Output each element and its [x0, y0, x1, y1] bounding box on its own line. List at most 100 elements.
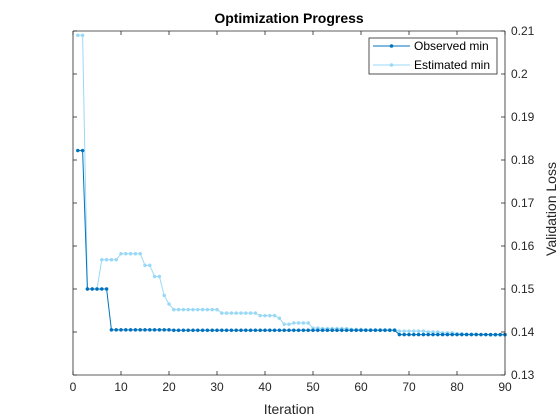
data-point-estimated-min — [234, 311, 238, 315]
data-point-estimated-min — [407, 329, 411, 333]
data-point-observed-min — [359, 328, 363, 333]
data-point-observed-min — [387, 328, 392, 333]
data-point-observed-min — [191, 328, 195, 333]
data-point-estimated-min — [421, 329, 426, 333]
x-tick-label: 10 — [114, 380, 128, 394]
data-point-observed-min — [167, 328, 171, 332]
data-point-observed-min — [474, 332, 479, 337]
data-point-observed-min — [171, 328, 176, 333]
data-point-estimated-min — [402, 329, 407, 333]
data-point-estimated-min — [143, 263, 147, 268]
data-point-estimated-min — [104, 257, 109, 262]
data-point-estimated-min — [291, 321, 296, 325]
data-point-estimated-min — [253, 311, 258, 315]
data-point-observed-min — [282, 328, 287, 333]
x-tick-label: 50 — [306, 380, 320, 394]
data-point-observed-min — [349, 328, 354, 333]
data-point-observed-min — [488, 332, 493, 337]
data-point-estimated-min — [133, 251, 138, 256]
data-point-observed-min — [373, 328, 378, 333]
data-point-estimated-min — [258, 313, 263, 318]
data-point-observed-min — [205, 328, 210, 333]
data-point-observed-min — [272, 328, 277, 333]
data-point-observed-min — [176, 328, 181, 333]
data-point-estimated-min — [147, 263, 152, 268]
data-point-estimated-min — [157, 274, 162, 279]
data-point-estimated-min — [411, 329, 416, 333]
data-point-estimated-min — [263, 313, 267, 318]
data-point-observed-min — [440, 332, 445, 337]
x-axis-label: Iteration — [264, 401, 315, 417]
data-point-observed-min — [243, 328, 248, 333]
data-point-observed-min — [416, 332, 421, 337]
data-point-observed-min — [277, 328, 282, 333]
data-point-estimated-min — [210, 307, 214, 312]
data-point-observed-min — [124, 328, 128, 332]
data-point-observed-min — [402, 332, 407, 337]
y-tick-label: 0.15 — [511, 282, 535, 296]
data-point-observed-min — [229, 328, 234, 333]
data-point-estimated-min — [128, 251, 133, 256]
data-point-estimated-min — [176, 307, 181, 312]
y-tick-label: 0.14 — [511, 325, 535, 339]
data-point-estimated-min — [186, 307, 190, 312]
data-point-observed-min — [80, 148, 85, 153]
y-axis-label: Validation Loss — [543, 162, 559, 256]
data-point-estimated-min — [397, 329, 402, 333]
data-point-observed-min — [234, 328, 238, 333]
data-point-observed-min — [455, 332, 459, 337]
data-point-estimated-min — [416, 329, 421, 333]
data-point-estimated-min — [171, 307, 176, 312]
data-point-estimated-min — [80, 33, 85, 38]
ticks-layer: 0 10 20 30 40 50 60 70 80 900.13 0.14 0.15 0.16 0.17 0… — [70, 24, 535, 394]
x-tick-label: 40 — [258, 380, 272, 394]
data-point-observed-min — [267, 328, 272, 333]
data-point-observed-min — [301, 328, 306, 333]
data-point-observed-min — [186, 328, 190, 333]
data-point-observed-min — [119, 328, 123, 332]
legend-marker-estimated-min — [389, 63, 394, 67]
data-point-estimated-min — [191, 307, 195, 312]
data-point-observed-min — [76, 148, 80, 153]
x-tick-label: 0 — [70, 380, 77, 394]
data-point-observed-min — [181, 328, 186, 333]
data-point-estimated-min — [76, 33, 80, 38]
data-point-observed-min — [143, 328, 147, 332]
data-point-observed-min — [392, 328, 397, 333]
data-point-observed-min — [133, 328, 138, 332]
data-point-observed-min — [128, 328, 133, 332]
data-point-observed-min — [258, 328, 263, 333]
data-point-observed-min — [248, 328, 253, 333]
data-point-estimated-min — [215, 307, 219, 312]
data-point-observed-min — [215, 328, 219, 333]
data-point-observed-min — [426, 332, 431, 337]
data-point-observed-min — [411, 332, 416, 337]
data-point-observed-min — [445, 332, 450, 337]
data-point-estimated-min — [248, 311, 253, 315]
data-point-estimated-min — [296, 321, 301, 325]
data-point-estimated-min — [162, 293, 166, 298]
data-point-estimated-min — [229, 311, 234, 315]
data-point-estimated-min — [205, 307, 210, 312]
data-point-observed-min — [239, 328, 243, 333]
y-tick-label: 0.13 — [511, 368, 535, 382]
data-point-estimated-min — [119, 251, 123, 256]
data-point-estimated-min — [195, 307, 200, 312]
data-point-observed-min — [100, 287, 104, 291]
data-point-observed-min — [253, 328, 258, 333]
data-point-estimated-min — [282, 322, 287, 327]
data-point-observed-min — [339, 328, 344, 333]
data-point-observed-min — [368, 328, 373, 333]
x-tick-label: 20 — [162, 380, 176, 394]
data-point-observed-min — [152, 328, 157, 332]
data-point-observed-min — [315, 328, 320, 333]
data-point-estimated-min — [114, 257, 118, 262]
data-point-observed-min — [104, 287, 109, 291]
data-point-estimated-min — [277, 316, 282, 321]
data-point-observed-min — [363, 328, 368, 333]
data-point-observed-min — [469, 332, 474, 337]
data-point-observed-min — [354, 328, 359, 333]
data-point-observed-min — [296, 328, 301, 333]
data-point-estimated-min — [200, 307, 205, 312]
data-point-estimated-min — [301, 321, 306, 325]
